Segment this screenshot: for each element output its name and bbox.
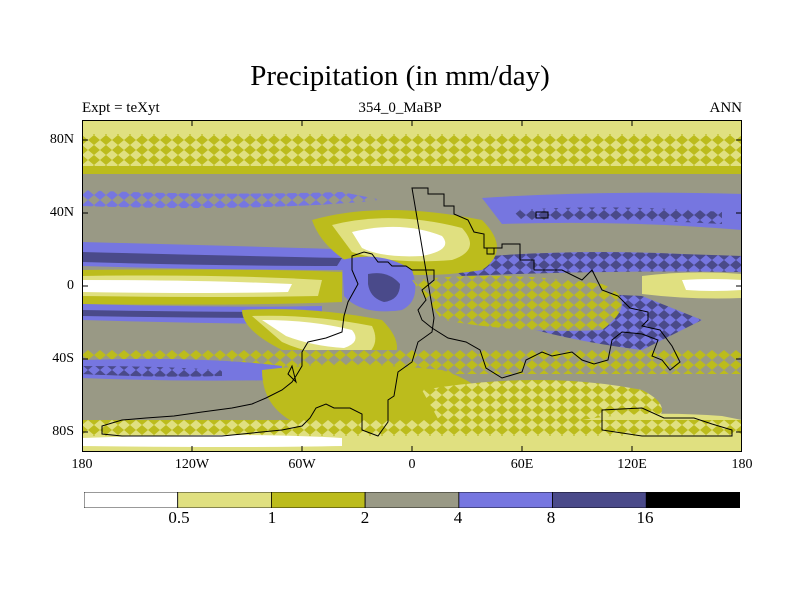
period-label: 354_0_MaBP — [358, 100, 442, 116]
contour-fills — [82, 120, 742, 452]
colorbar-label: 1 — [267, 508, 277, 527]
colorbar-swatch — [271, 492, 366, 508]
coastlines — [101, 187, 733, 437]
y-tick-label: 40S — [52, 351, 74, 366]
colorbar-label: 2 — [360, 508, 370, 527]
colorbar-swatch — [645, 492, 740, 508]
colorbar-label: 8 — [546, 508, 556, 527]
colorbar-label: 4 — [453, 508, 463, 527]
x-tick-label: 60W — [288, 457, 316, 472]
x-tick-label: 120E — [617, 457, 647, 472]
y-tick-label: 80N — [49, 132, 74, 147]
x-tick-label: 180 — [731, 457, 753, 472]
colorbar — [84, 492, 740, 508]
precipitation-map — [82, 120, 742, 452]
axis-ticks — [82, 120, 742, 452]
colorbar-swatch — [364, 492, 460, 508]
x-tick-label: 0 — [408, 457, 416, 472]
season-label: ANN — [709, 100, 743, 116]
x-tick-label: 120W — [174, 457, 210, 472]
x-tick-label: 180 — [71, 457, 93, 472]
y-tick-label: 0 — [67, 278, 74, 293]
x-tick-label: 60E — [510, 457, 534, 472]
colorbar-swatch — [177, 492, 272, 508]
y-tick-label: 80S — [52, 424, 74, 439]
experiment-label: Expt = teXyt — [82, 100, 160, 116]
colorbar-label: 0.5 — [168, 508, 190, 527]
colorbar-swatch — [84, 492, 179, 508]
colorbar-swatch — [458, 492, 553, 508]
colorbar-swatch — [552, 492, 647, 508]
plot-title: Precipitation (in mm/day) — [250, 60, 550, 92]
y-tick-label: 40N — [49, 205, 74, 220]
colorbar-label: 16 — [636, 508, 654, 527]
